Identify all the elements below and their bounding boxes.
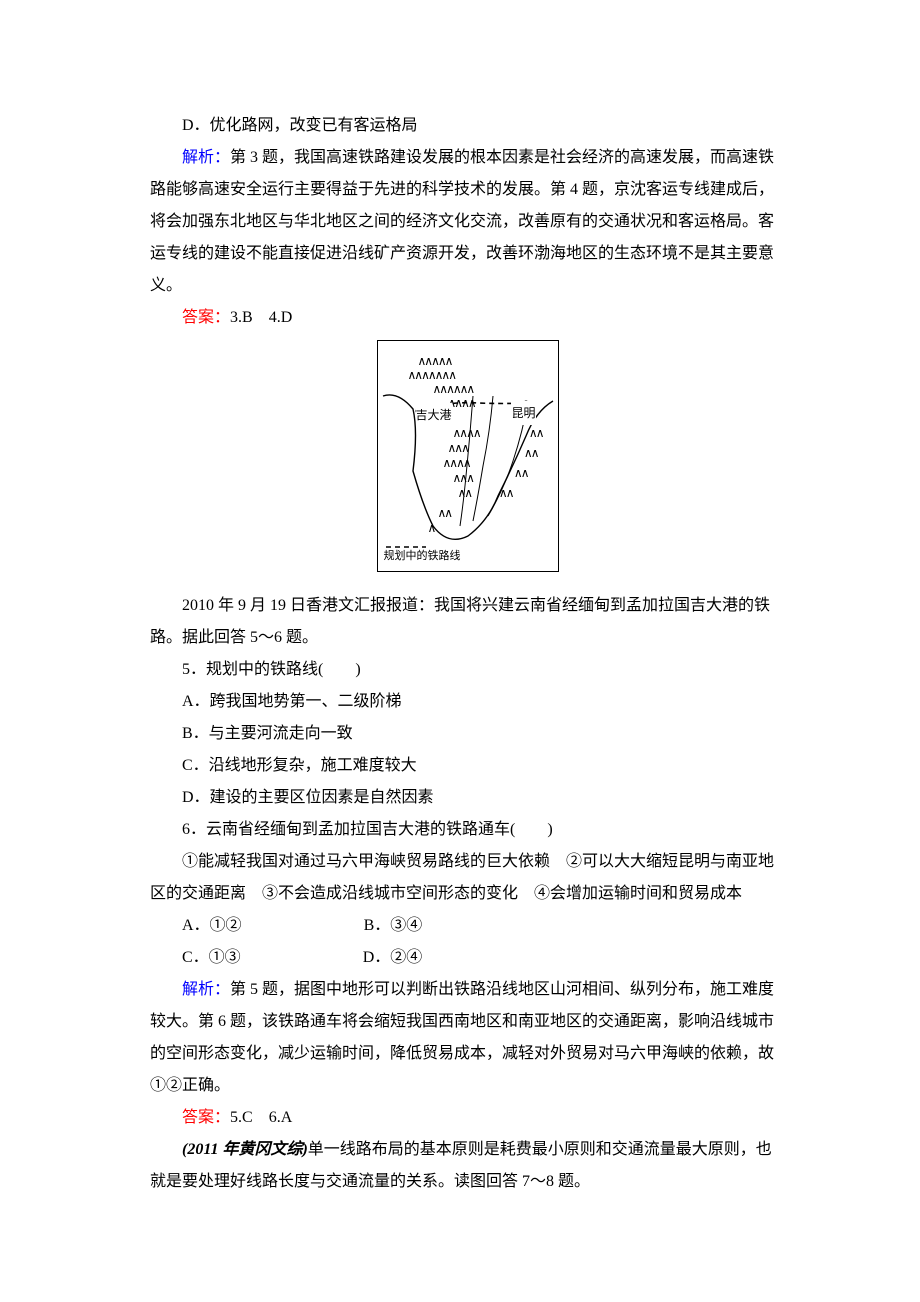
document-page: D．优化路网，改变已有客运格局 解析：第 3 题，我国高速铁路建设发展的根本因素… bbox=[0, 0, 920, 1302]
answer-label: 答案： bbox=[182, 1109, 230, 1126]
q6-stem: 6．云南省经缅甸到孟加拉国吉大港的铁路通车( ) bbox=[150, 814, 785, 846]
map-figure: ∧∧∧∧∧ ∧∧∧∧∧∧∧ ∧∧∧∧∧∧ ∧∧∧∧ ∧∧∧∧ ∧∧∧ ∧∧∧∧ … bbox=[377, 340, 559, 572]
answer-label: 答案： bbox=[182, 309, 230, 326]
answer-34-text: 3.B 4.D bbox=[230, 309, 292, 326]
analysis-label: 解析： bbox=[182, 149, 230, 166]
q5-option-c: C．沿线地形复杂，施工难度较大 bbox=[150, 750, 785, 782]
answer-56-text: 5.C 6.A bbox=[230, 1109, 292, 1126]
analysis-34: 解析：第 3 题，我国高速铁路建设发展的根本因素是社会经济的高速发展，而高速铁路… bbox=[150, 142, 785, 302]
q5-option-b: B．与主要河流走向一致 bbox=[150, 718, 785, 750]
q6-option-b: B．③④ bbox=[332, 910, 423, 942]
analysis-56: 解析：第 5 题，据图中地形可以判断出铁路沿线地区山河相间、纵列分布，施工难度较… bbox=[150, 974, 785, 1102]
q6-option-a: A．①② bbox=[182, 917, 242, 934]
intro-78: (2011 年黄冈文综)单一线路布局的基本原则是耗费最小原则和交通流量最大原则，… bbox=[150, 1134, 785, 1198]
analysis-label: 解析： bbox=[182, 981, 230, 998]
q6-option-d: D．②④ bbox=[331, 942, 423, 974]
answer-34: 答案：3.B 4.D bbox=[150, 302, 785, 334]
prev-option-d: D．优化路网，改变已有客运格局 bbox=[150, 110, 785, 142]
map-label-jidagang: 吉大港 bbox=[416, 403, 452, 427]
source-tag: (2011 年黄冈文综) bbox=[182, 1141, 308, 1158]
answer-56: 答案：5.C 6.A bbox=[150, 1102, 785, 1134]
q6-option-c: C．①③ bbox=[182, 949, 241, 966]
q5-stem: 5．规划中的铁路线( ) bbox=[150, 654, 785, 686]
map-caption: 规划中的铁路线 bbox=[384, 545, 461, 567]
q6-options-row2: C．①③ D．②④ bbox=[150, 942, 785, 974]
q5-option-a: A．跨我国地势第一、二级阶梯 bbox=[150, 686, 785, 718]
map-svg bbox=[378, 341, 558, 571]
analysis-34-text: 第 3 题，我国高速铁路建设发展的根本因素是社会经济的高速发展，而高速铁路能够高… bbox=[150, 149, 774, 294]
q5-option-d: D．建设的主要区位因素是自然因素 bbox=[150, 782, 785, 814]
map-figure-wrap: ∧∧∧∧∧ ∧∧∧∧∧∧∧ ∧∧∧∧∧∧ ∧∧∧∧ ∧∧∧∧ ∧∧∧ ∧∧∧∧ … bbox=[150, 340, 785, 584]
intro-56: 2010 年 9 月 19 日香港文汇报报道：我国将兴建云南省经缅甸到孟加拉国吉… bbox=[150, 590, 785, 654]
analysis-56-text: 第 5 题，据图中地形可以判断出铁路沿线地区山河相间、纵列分布，施工难度较大。第… bbox=[150, 981, 774, 1094]
q6-options-row1: A．①② B．③④ bbox=[150, 910, 785, 942]
q6-circled: ①能减轻我国对通过马六甲海峡贸易路线的巨大依赖 ②可以大大缩短昆明与南亚地区的交… bbox=[150, 846, 785, 910]
map-label-kunming: 昆明 bbox=[511, 401, 535, 425]
